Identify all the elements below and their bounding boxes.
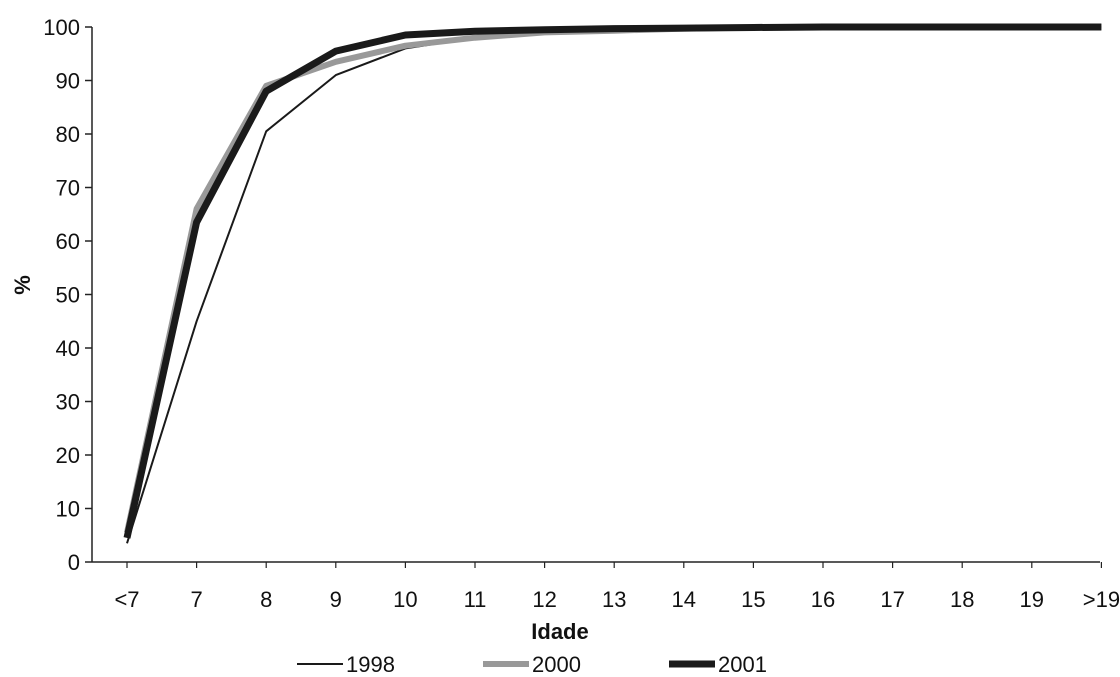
y-tick-label: 40 bbox=[56, 336, 80, 361]
legend: 1998 2000 2001 bbox=[297, 652, 767, 677]
x-tick-label: 14 bbox=[672, 587, 696, 612]
x-tick-label: 9 bbox=[330, 587, 342, 612]
x-tick-label: 11 bbox=[464, 587, 487, 612]
x-axis: <7 7 8 9 10 11 12 13 14 15 16 17 18 19 >19 bbox=[92, 561, 1120, 612]
y-axis: 0 10 20 30 40 50 60 70 80 90 100 bbox=[43, 15, 93, 575]
y-tick-label: 10 bbox=[56, 497, 80, 522]
series-line-2001 bbox=[123, 23, 1102, 539]
x-tick-label: 13 bbox=[602, 587, 626, 612]
series-line-1998 bbox=[126, 26, 1102, 544]
y-tick-label: 60 bbox=[56, 229, 80, 254]
x-axis-title: Idade bbox=[531, 619, 588, 644]
x-tick-label: >19 bbox=[1083, 587, 1120, 612]
y-axis-title: % bbox=[10, 275, 35, 295]
y-tick-label: 100 bbox=[43, 15, 80, 40]
x-tick-label: 8 bbox=[260, 587, 272, 612]
x-tick-label: 19 bbox=[1020, 587, 1044, 612]
legend-label-1998: 1998 bbox=[346, 652, 395, 677]
x-tick-label: 7 bbox=[190, 587, 202, 612]
y-tick-label: 30 bbox=[56, 390, 80, 415]
x-tick-label: <7 bbox=[114, 587, 139, 612]
legend-label-2000: 2000 bbox=[532, 652, 581, 677]
legend-label-2001: 2001 bbox=[718, 652, 767, 677]
series-line-2000 bbox=[124, 24, 1102, 534]
x-tick-label: 18 bbox=[950, 587, 974, 612]
x-tick-label: 15 bbox=[741, 587, 765, 612]
x-tick-label: 10 bbox=[393, 587, 417, 612]
y-tick-label: 0 bbox=[68, 550, 80, 575]
y-tick-label: 20 bbox=[56, 443, 80, 468]
y-tick-label: 80 bbox=[56, 122, 80, 147]
x-tick-label: 16 bbox=[811, 587, 835, 612]
y-tick-label: 90 bbox=[56, 69, 80, 94]
y-tick-label: 50 bbox=[56, 283, 80, 308]
series-lines bbox=[123, 23, 1102, 544]
x-tick-label: 12 bbox=[532, 587, 556, 612]
y-tick-label: 70 bbox=[56, 176, 80, 201]
x-tick-label: 17 bbox=[880, 587, 904, 612]
